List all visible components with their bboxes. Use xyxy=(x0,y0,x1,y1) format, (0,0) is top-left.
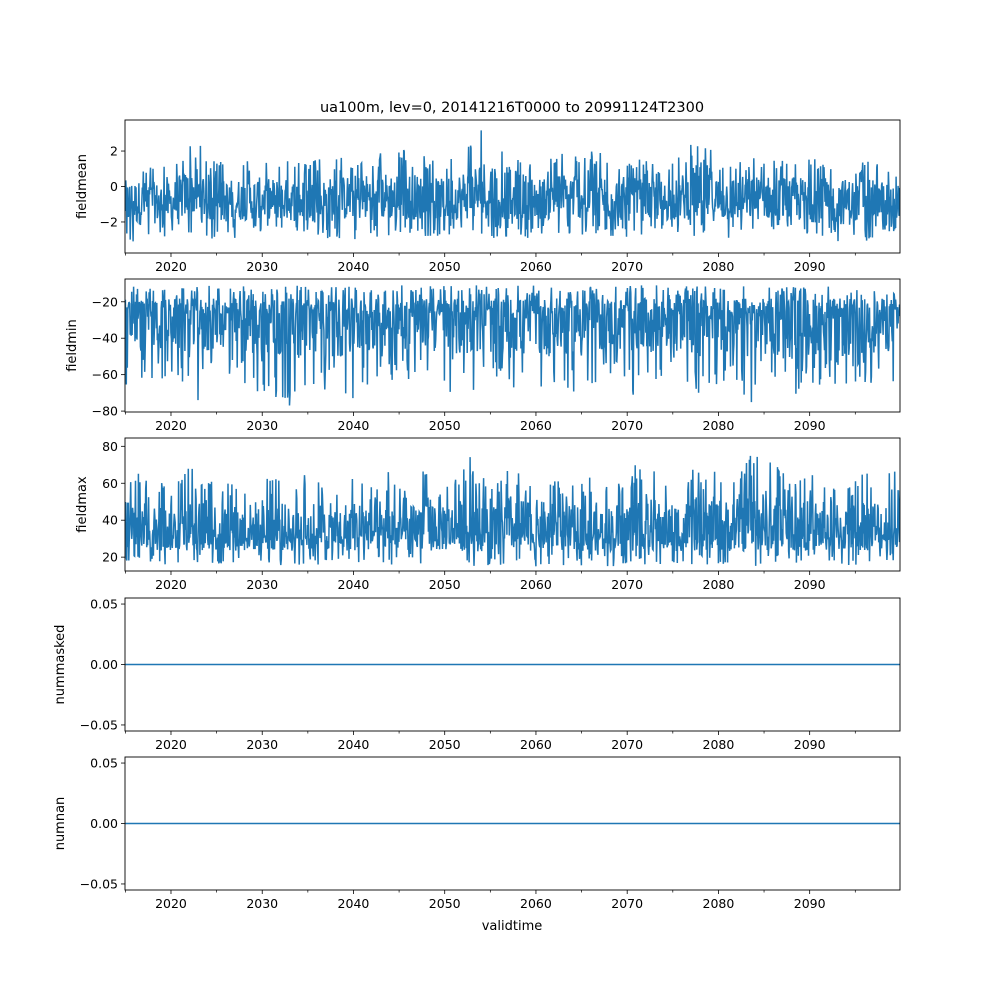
x-tick-label: 2070 xyxy=(611,737,643,752)
x-tick-label: 2060 xyxy=(520,577,552,592)
subplot-panels: 2020 2030 2040 2050 2060 2070 2080 2090−202fiel… xyxy=(53,119,901,911)
series-line-fieldmin xyxy=(125,285,900,406)
series-line-fieldmean xyxy=(125,130,900,242)
x-tick-label: 2060 xyxy=(520,259,552,274)
x-tick-label: 2070 xyxy=(611,896,643,911)
x-tick-label: 2070 xyxy=(611,259,643,274)
y-axis-label-fieldmax: fieldmax xyxy=(75,476,90,533)
x-tick-label: 2050 xyxy=(429,577,461,592)
y-tick-label: 0.00 xyxy=(90,657,118,672)
x-tick-label: 2060 xyxy=(520,737,552,752)
y-tick-label: −60 xyxy=(92,367,118,382)
x-tick-label: 2090 xyxy=(794,737,826,752)
y-axis-label-numnan: numnan xyxy=(53,797,68,851)
x-tick-label: 2050 xyxy=(429,418,461,433)
subplot-fieldmin: 2020 2030 2040 2050 2060 2070 2080 2090 −80 −60 −4… xyxy=(65,278,901,433)
y-tick-label: −0.05 xyxy=(80,876,118,891)
axes-frame-fieldmin xyxy=(124,278,901,413)
y-tick-label: 0.05 xyxy=(90,756,118,771)
y-tick-label: −80 xyxy=(92,404,118,419)
y-tick-label: −40 xyxy=(92,331,118,346)
x-tick-label: 2030 xyxy=(246,577,278,592)
y-tick-label: 0.05 xyxy=(90,597,118,612)
x-tick-label: 2020 xyxy=(155,896,187,911)
y-axis-label-nummasked: nummasked xyxy=(53,625,68,705)
x-tick-label: 2030 xyxy=(246,737,278,752)
x-tick-label: 2030 xyxy=(246,896,278,911)
subplot-numnan: 2020 2030 2040 2050 2060 2070 2080 2090 −0.05 0.0… xyxy=(53,756,901,911)
axes-frame-fieldmax xyxy=(124,437,901,572)
x-tick-label: 2020 xyxy=(155,259,187,274)
y-tick-label: 80 xyxy=(102,439,118,454)
x-tick-label: 2040 xyxy=(338,896,370,911)
x-tick-label: 2040 xyxy=(338,259,370,274)
subplot-nummasked: 2020 2030 2040 2050 2060 2070 2080 2090 −0.05 0.0… xyxy=(53,597,901,752)
subplot-fieldmax: 2020 2030 2040 2050 2060 2070 2080 209020406080… xyxy=(75,437,901,592)
x-tick-label: 2090 xyxy=(794,418,826,433)
x-tick-label: 2020 xyxy=(155,577,187,592)
x-tick-label: 2030 xyxy=(246,418,278,433)
y-tick-label: −0.05 xyxy=(80,717,118,732)
x-tick-label: 2080 xyxy=(703,896,735,911)
y-tick-label: −20 xyxy=(92,294,118,309)
x-tick-label: 2060 xyxy=(520,896,552,911)
y-tick-label: −2 xyxy=(100,214,118,229)
x-tick-label: 2080 xyxy=(703,577,735,592)
x-tick-label: 2020 xyxy=(155,737,187,752)
y-tick-label: 0.00 xyxy=(90,816,118,831)
x-tick-label: 2040 xyxy=(338,418,370,433)
y-tick-label: 0 xyxy=(110,179,118,194)
figure-title: ua100m, lev=0, 20141216T0000 to 20991124… xyxy=(320,100,704,116)
x-tick-label: 2050 xyxy=(429,737,461,752)
x-tick-label: 2080 xyxy=(703,737,735,752)
y-axis-label-fieldmin: fieldmin xyxy=(65,319,80,372)
x-tick-label: 2050 xyxy=(429,896,461,911)
x-tick-label: 2080 xyxy=(703,259,735,274)
subplot-fieldmean: 2020 2030 2040 2050 2060 2070 2080 2090 −2 0 2 fiel… xyxy=(75,119,901,274)
x-tick-label: 2070 xyxy=(611,577,643,592)
x-tick-label: 2070 xyxy=(611,418,643,433)
x-tick-label: 2060 xyxy=(520,418,552,433)
x-tick-label: 2090 xyxy=(794,577,826,592)
x-tick-label: 2040 xyxy=(338,737,370,752)
x-tick-label: 2020 xyxy=(155,418,187,433)
x-tick-label: 2030 xyxy=(246,259,278,274)
y-axis-label-fieldmean: fieldmean xyxy=(75,154,90,219)
y-tick-label: 60 xyxy=(102,476,118,491)
x-tick-label: 2090 xyxy=(794,259,826,274)
y-tick-label: 40 xyxy=(102,513,118,528)
series-line-fieldmax xyxy=(125,455,900,567)
y-tick-label: 20 xyxy=(102,550,118,565)
x-axis-label: validtime xyxy=(482,919,543,934)
x-tick-label: 2090 xyxy=(794,896,826,911)
y-tick-label: 2 xyxy=(110,144,118,159)
x-tick-label: 2050 xyxy=(429,259,461,274)
x-tick-label: 2040 xyxy=(338,577,370,592)
x-tick-label: 2080 xyxy=(703,418,735,433)
